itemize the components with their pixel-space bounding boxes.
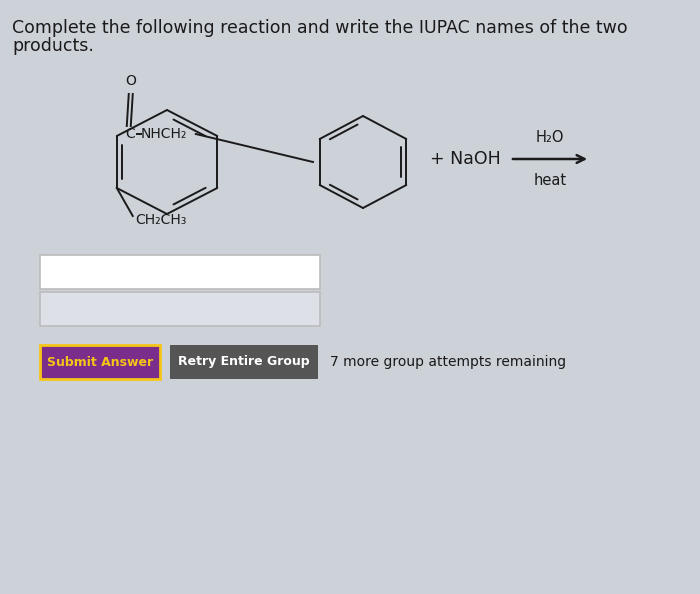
Bar <box>170 345 318 379</box>
Text: O: O <box>125 74 136 88</box>
Text: 7 more group attempts remaining: 7 more group attempts remaining <box>330 355 566 369</box>
Text: NHCH₂: NHCH₂ <box>141 127 187 141</box>
Bar <box>40 345 160 379</box>
Text: C: C <box>125 127 134 141</box>
Text: CH₂CH₃: CH₂CH₃ <box>135 213 186 227</box>
Bar <box>40 255 320 289</box>
Text: Retry Entire Group: Retry Entire Group <box>178 355 310 368</box>
Text: products.: products. <box>12 37 94 55</box>
Text: Complete the following reaction and write the IUPAC names of the two: Complete the following reaction and writ… <box>12 19 628 37</box>
Bar <box>40 292 320 326</box>
Text: Submit Answer: Submit Answer <box>47 355 153 368</box>
Text: + NaOH: + NaOH <box>430 150 500 168</box>
Text: heat: heat <box>533 173 566 188</box>
Text: H₂O: H₂O <box>536 130 564 145</box>
